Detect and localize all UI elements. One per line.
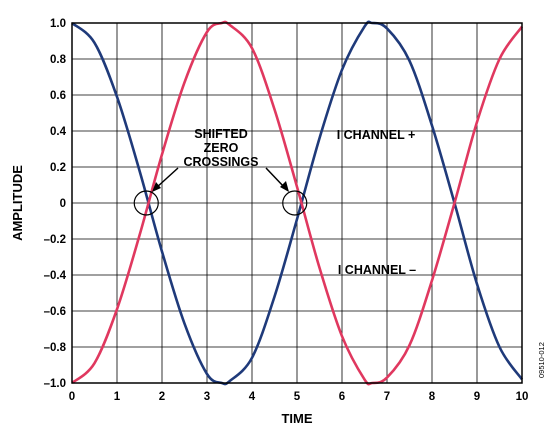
crossing-markers — [133, 190, 308, 216]
series-line-i-channel-plus — [71, 20, 524, 386]
x-tick-label: 4 — [249, 391, 256, 403]
y-tick-label: –0.6 — [44, 306, 66, 318]
y-axis-ticks: 1.0 0.8 0.6 0.4 0.2 0 –0.2 –0.4 –0.6 –0.8 –1.0 — [44, 18, 67, 390]
x-tick-label: 1 — [114, 391, 121, 403]
chart-series — [71, 20, 524, 386]
annotation-shifted: SHIFTED — [194, 127, 247, 141]
x-tick-label: 9 — [474, 391, 480, 403]
y-tick-label: –1.0 — [44, 378, 66, 390]
x-tick-label: 7 — [384, 391, 390, 403]
y-axis-label: AMPLITUDE — [10, 165, 25, 241]
x-tick-label: 8 — [429, 391, 436, 403]
y-tick-label: 0.4 — [50, 126, 67, 138]
plot-border — [71, 22, 523, 384]
zero-crossing-circle — [282, 190, 308, 216]
x-tick-label: 0 — [69, 391, 75, 403]
x-tick-label: 10 — [516, 391, 529, 403]
arrow-left-head — [152, 182, 161, 192]
y-tick-label: –0.8 — [44, 342, 67, 354]
label-i-channel-plus: I CHANNEL + — [337, 128, 416, 142]
arrow-left-shaft — [155, 167, 179, 189]
y-tick-label: –0.2 — [44, 234, 66, 246]
series-line-i-channel-minus — [71, 20, 524, 386]
arrow-right-shaft — [265, 167, 286, 189]
x-tick-label: 2 — [159, 391, 165, 403]
annotation-zero: ZERO — [204, 141, 239, 155]
arrow-right-head — [280, 181, 289, 192]
label-i-channel-minus: I CHANNEL – — [338, 263, 416, 277]
figure-id: 09510-012 — [537, 342, 546, 378]
zero-crossing-circle — [133, 190, 159, 216]
x-tick-label: 3 — [204, 391, 210, 403]
y-tick-label: 0.8 — [50, 54, 67, 66]
x-axis-label: TIME — [281, 411, 312, 426]
y-tick-label: 0.6 — [50, 90, 66, 102]
annotation-crossings: CROSSINGS — [183, 155, 258, 169]
x-axis-ticks: 0 1 2 3 4 5 6 7 8 9 10 — [69, 391, 529, 403]
y-tick-label: –0.4 — [44, 270, 67, 282]
y-tick-label: 1.0 — [50, 18, 66, 30]
y-tick-label: 0.2 — [50, 162, 66, 174]
x-tick-label: 6 — [339, 391, 345, 403]
y-tick-label: 0 — [60, 198, 66, 210]
x-tick-label: 5 — [294, 391, 301, 403]
plot-frame — [71, 22, 523, 384]
